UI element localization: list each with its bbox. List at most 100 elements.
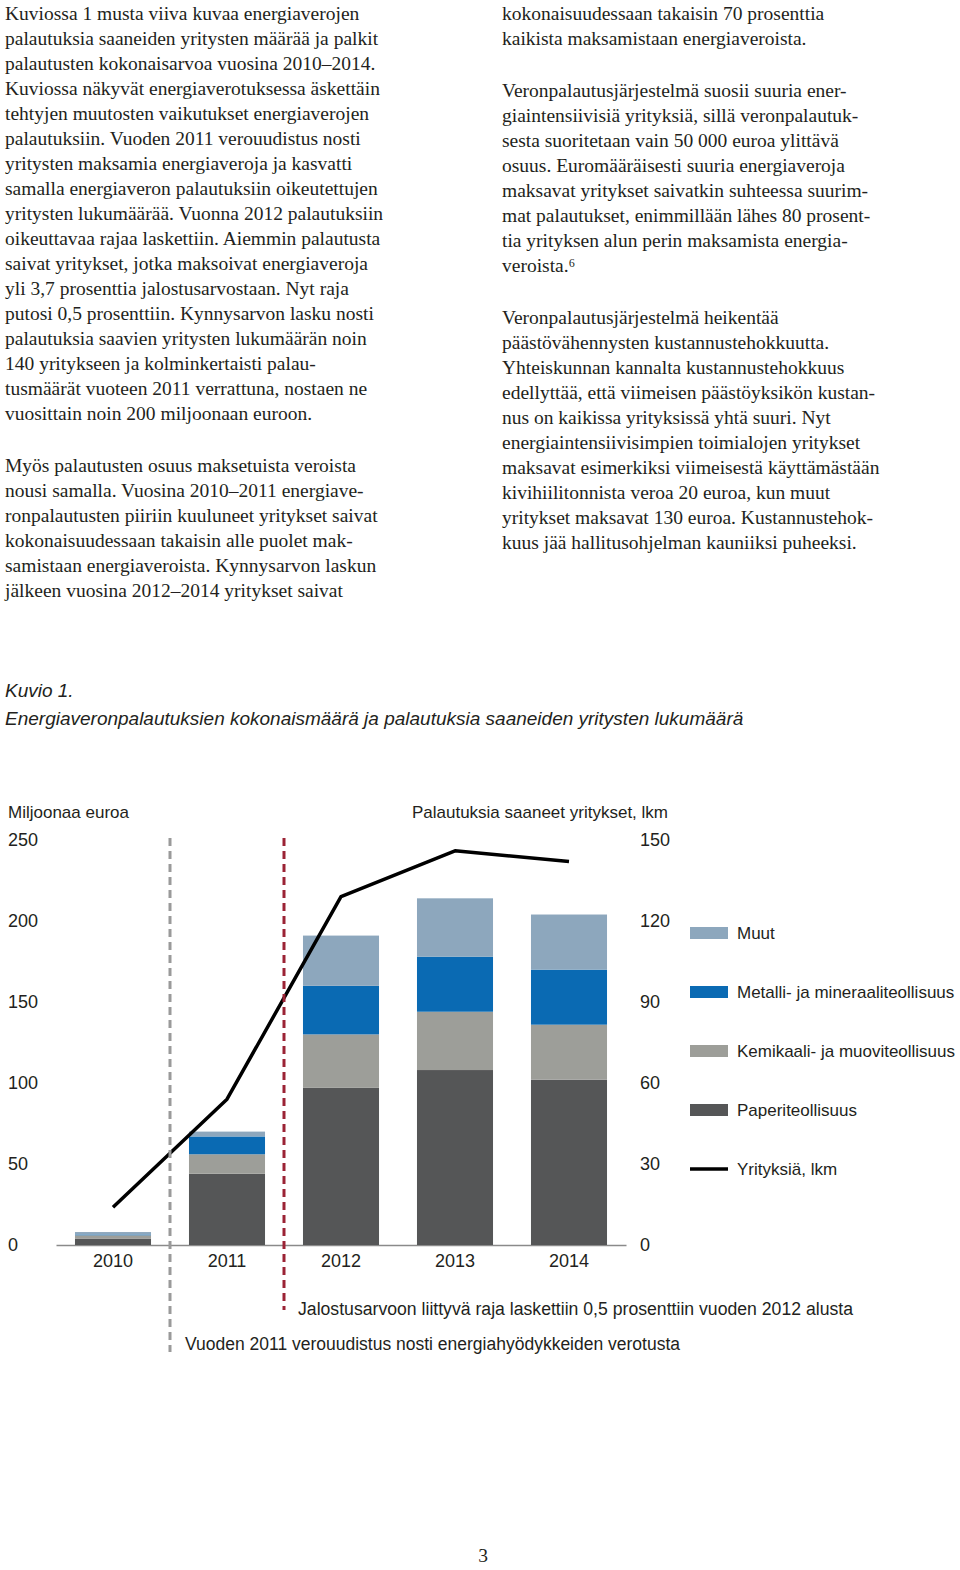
annotation: Jalostusarvoon liittyvä raja laskettiin … xyxy=(298,1299,854,1319)
y-tick-label: 250 xyxy=(8,830,38,850)
y2-tick-label: 60 xyxy=(640,1073,660,1093)
y2-tick: 30 xyxy=(640,1154,660,1174)
body-line: palautuksia saavien yritysten lukumäärän… xyxy=(5,328,367,349)
x-tick: 2010 xyxy=(93,1245,133,1271)
bar-segment xyxy=(189,1174,265,1245)
legend-label: Muut xyxy=(737,924,775,943)
y-tick: 200 xyxy=(8,911,38,931)
body-line: kivihiilitonnista veroa 20 euroa, kun mu… xyxy=(502,482,831,503)
body-line: Veronpalautusjärjestelmä heikentää xyxy=(502,307,779,328)
body-line: yritysten lukumäärää. Vuonna 2012 palaut… xyxy=(5,203,383,224)
plot-area xyxy=(75,851,607,1245)
y-axis-title: Miljoonaa euroa xyxy=(8,803,130,822)
y2-axis-line xyxy=(640,841,641,1246)
legend-label: Paperiteollisuus xyxy=(737,1101,857,1120)
y-tick: 150 xyxy=(8,992,38,1012)
y-tick: 250 xyxy=(8,830,38,850)
body-line: samistaan energiaveroista. Kynnysarvon l… xyxy=(5,555,376,576)
y2-tick-label: 150 xyxy=(640,830,670,850)
body-line: energiaintensiivisimpien toimialojen yri… xyxy=(502,432,861,453)
bar-segment xyxy=(417,1012,493,1070)
body-line: oikeuttavaa rajaa laskettiin. Aiemmin pa… xyxy=(5,228,381,249)
body-line: mat palautukset, enimmillään lähes 80 pr… xyxy=(502,205,870,226)
y2-tick: 150 xyxy=(640,830,670,850)
body-line: päästövähennysten kustannustehokkuutta. xyxy=(502,332,829,353)
body-line: saivat yritykset, jotka maksoivat energi… xyxy=(5,253,368,274)
legend-swatch xyxy=(690,1045,728,1057)
y2-tick: 90 xyxy=(640,992,660,1012)
bar-segment xyxy=(531,915,607,970)
body-line: 140 yritykseen ja kolminkertaisti palau- xyxy=(5,353,316,374)
body-line: Kuviossa 1 musta viiva kuvaa energiavero… xyxy=(5,3,360,24)
figure-label: Kuvio 1. xyxy=(5,680,74,701)
body-line: maksavat yritykset saivatkin suhteessa s… xyxy=(502,180,868,201)
y2-axis-title: Palautuksia saaneet yritykset, lkm xyxy=(412,803,668,822)
page: Kuviossa 1 musta viiva kuvaa energiavero… xyxy=(0,0,960,1570)
body-line: tusmäärät vuoteen 2011 verrattuna, nosta… xyxy=(5,378,367,399)
bar-segment xyxy=(303,1088,379,1245)
bar-segment xyxy=(303,986,379,1035)
event-line xyxy=(283,838,286,1310)
body-line: ronpalautusten piiriin kuuluneet yrityks… xyxy=(5,505,378,526)
bar-segment xyxy=(417,957,493,1012)
y-tick-label: 0 xyxy=(8,1235,18,1255)
y2-axis: 0 30 60 90 120 150 xyxy=(640,830,670,1255)
body-line: kaikista maksamistaan energiaveroista. xyxy=(502,28,807,49)
y-tick-label: 50 xyxy=(8,1154,28,1174)
event-line xyxy=(169,838,172,1352)
body-line: sesta suoritetaan vain 50 000 euroa ylit… xyxy=(502,130,839,151)
y-axis-line xyxy=(8,841,9,1246)
line-series xyxy=(113,851,569,1207)
body-line: vuosittain noin 200 miljoonaan euroon. xyxy=(5,403,312,424)
y-tick: 50 xyxy=(8,1154,28,1174)
legend-label: Kemikaali- ja muoviteollisuus xyxy=(737,1042,955,1061)
x-tick-label: 2011 xyxy=(208,1251,247,1271)
bar-segment xyxy=(531,1080,607,1245)
y-tick-label: 200 xyxy=(8,911,38,931)
body-line: Veronpalautusjärjestelmä suosii suuria e… xyxy=(502,80,847,101)
y2-tick-label: 120 xyxy=(640,911,670,931)
bar-segment xyxy=(75,1235,151,1238)
page-number: 3 xyxy=(478,1545,488,1566)
body-line: yritysten maksamia energiaveroja ja kasv… xyxy=(5,153,353,174)
body-line: veroista.⁶ xyxy=(502,255,575,276)
figure-title: Energiaveronpalautuksien kokonaismäärä j… xyxy=(5,708,743,729)
body-line: edellyttää, että viimeisen päästöyksikön… xyxy=(502,382,875,403)
bar-segment xyxy=(531,1025,607,1080)
body-line: palautuksia saaneiden yritysten määrää j… xyxy=(5,28,379,49)
bar-segment xyxy=(189,1154,265,1173)
body-line: jälkeen vuosina 2012–2014 yritykset saiv… xyxy=(4,580,344,601)
x-tick: 2014 xyxy=(549,1245,589,1271)
y-tick: 100 xyxy=(8,1073,38,1093)
annotation: Vuoden 2011 verouudistus nosti energiahy… xyxy=(185,1334,681,1354)
y2-tick-label: 30 xyxy=(640,1154,660,1174)
x-tick: 2012 xyxy=(321,1245,361,1271)
body-line: yritykset maksavat 130 euroa. Kustannust… xyxy=(502,507,873,528)
body-line: yli 3,7 prosenttia jalostusarvostaan. Ny… xyxy=(5,278,349,299)
body-line: kuus jää hallitusohjelman kauniiksi puhe… xyxy=(502,532,857,553)
body-line: Yhteiskunnan kannalta kustannustehokkuus xyxy=(502,357,844,378)
y2-tick-label: 90 xyxy=(640,992,660,1012)
body-line: maksavat esimerkiksi viimeisestä käyttäm… xyxy=(502,457,880,478)
body-line: nousi samalla. Vuosina 2010–2011 energia… xyxy=(5,480,364,501)
y2-tick-label: 0 xyxy=(640,1235,650,1255)
x-tick-label: 2012 xyxy=(321,1251,361,1271)
bar-segment xyxy=(189,1132,265,1137)
x-tick-label: 2014 xyxy=(549,1251,589,1271)
y2-tick: 120 xyxy=(640,911,670,931)
body-line: palautusten kokonaisarvoa vuosina 2010–2… xyxy=(5,53,375,74)
x-axis: 2010 2011 2012 2013 2014 xyxy=(57,1245,627,1271)
x-tick: 2011 xyxy=(208,1245,247,1271)
legend: Muut Metalli- ja mineraaliteollisuus Kemik… xyxy=(690,924,955,1179)
bar-segment xyxy=(75,1232,151,1234)
x-tick: 2013 xyxy=(435,1245,475,1271)
legend-swatch xyxy=(690,986,728,998)
y-tick-label: 100 xyxy=(8,1073,38,1093)
y2-tick: 0 xyxy=(640,1235,650,1255)
bar-segment xyxy=(417,1070,493,1245)
legend-swatch xyxy=(690,1104,728,1116)
body-line: Myös palautusten osuus maksetuista veroi… xyxy=(5,455,356,476)
body-line: osuus. Euromääräisesti suuria energiaver… xyxy=(502,155,845,176)
legend-label: Metalli- ja mineraaliteollisuus xyxy=(737,983,954,1002)
body-line: palautuksiin. Vuoden 2011 verouudistus n… xyxy=(5,128,361,149)
